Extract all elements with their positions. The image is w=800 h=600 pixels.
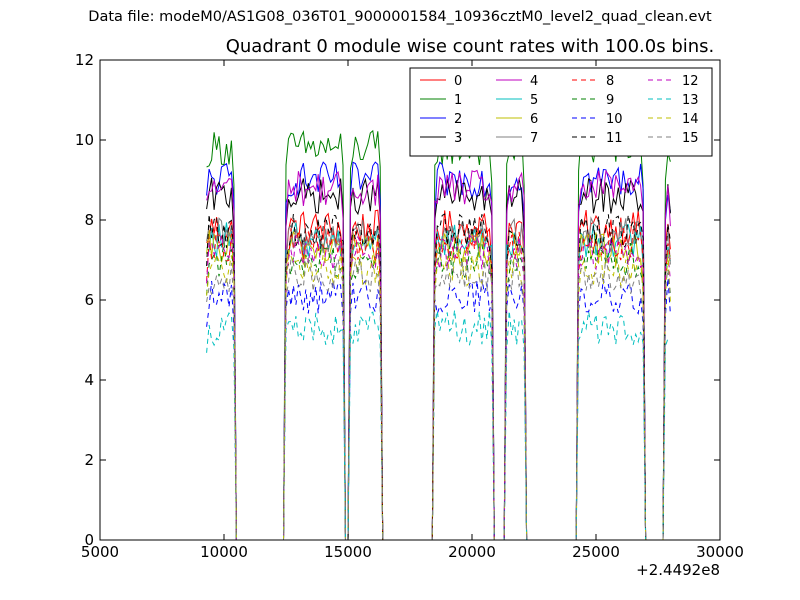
- x-tick-label: 30000: [696, 543, 744, 561]
- legend-label: 4: [530, 74, 538, 89]
- data-file-label: Data file: modeM0/AS1G08_036T01_90000015…: [88, 9, 712, 25]
- series-line-0: [206, 209, 671, 541]
- y-tick-label: 6: [84, 291, 94, 309]
- legend-label: 0: [454, 74, 462, 89]
- y-tick-label: 12: [75, 51, 94, 69]
- legend-label: 15: [682, 131, 699, 146]
- series-line-11: [206, 213, 671, 541]
- series-line-2: [206, 161, 671, 541]
- series-line-10: [206, 278, 671, 541]
- x-offset-label: +2.4492e8: [636, 561, 720, 579]
- series-line-14: [206, 248, 671, 541]
- x-tick-label: 25000: [572, 543, 620, 561]
- legend-label: 1: [454, 93, 462, 108]
- y-tick-label: 4: [84, 371, 94, 389]
- legend-label: 9: [606, 93, 614, 108]
- legend-label: 8: [606, 74, 614, 89]
- series-line-13: [206, 310, 671, 541]
- legend-label: 11: [606, 131, 623, 146]
- legend-label: 10: [606, 112, 623, 127]
- series-line-8: [206, 226, 671, 541]
- chart-title: Quadrant 0 module wise count rates with …: [225, 36, 715, 57]
- legend-label: 3: [454, 131, 462, 146]
- series-line-15: [206, 256, 671, 541]
- legend-box: [409, 67, 713, 157]
- x-tick-label: 15000: [324, 543, 372, 561]
- y-tick-label: 2: [84, 451, 94, 469]
- series-line-5: [206, 222, 671, 541]
- x-tick-label: 20000: [448, 543, 496, 561]
- x-tick-label: 5000: [81, 543, 119, 561]
- legend-label: 7: [530, 131, 538, 146]
- y-tick-label: 0: [84, 531, 94, 549]
- series-lines: [206, 129, 671, 541]
- legend-label: 14: [682, 112, 699, 127]
- series-line-12: [206, 233, 671, 541]
- series-line-4: [206, 169, 671, 541]
- legend-label: 12: [682, 74, 699, 89]
- series-line-9: [206, 241, 671, 541]
- legend-label: 5: [530, 93, 538, 108]
- legend-label: 2: [454, 112, 462, 127]
- legend-label: 6: [530, 112, 538, 127]
- y-tick-label: 10: [75, 131, 94, 149]
- x-tick-label: 10000: [200, 543, 248, 561]
- legend-label: 13: [682, 93, 699, 108]
- series-line-7: [206, 216, 671, 541]
- y-tick-label: 8: [84, 211, 94, 229]
